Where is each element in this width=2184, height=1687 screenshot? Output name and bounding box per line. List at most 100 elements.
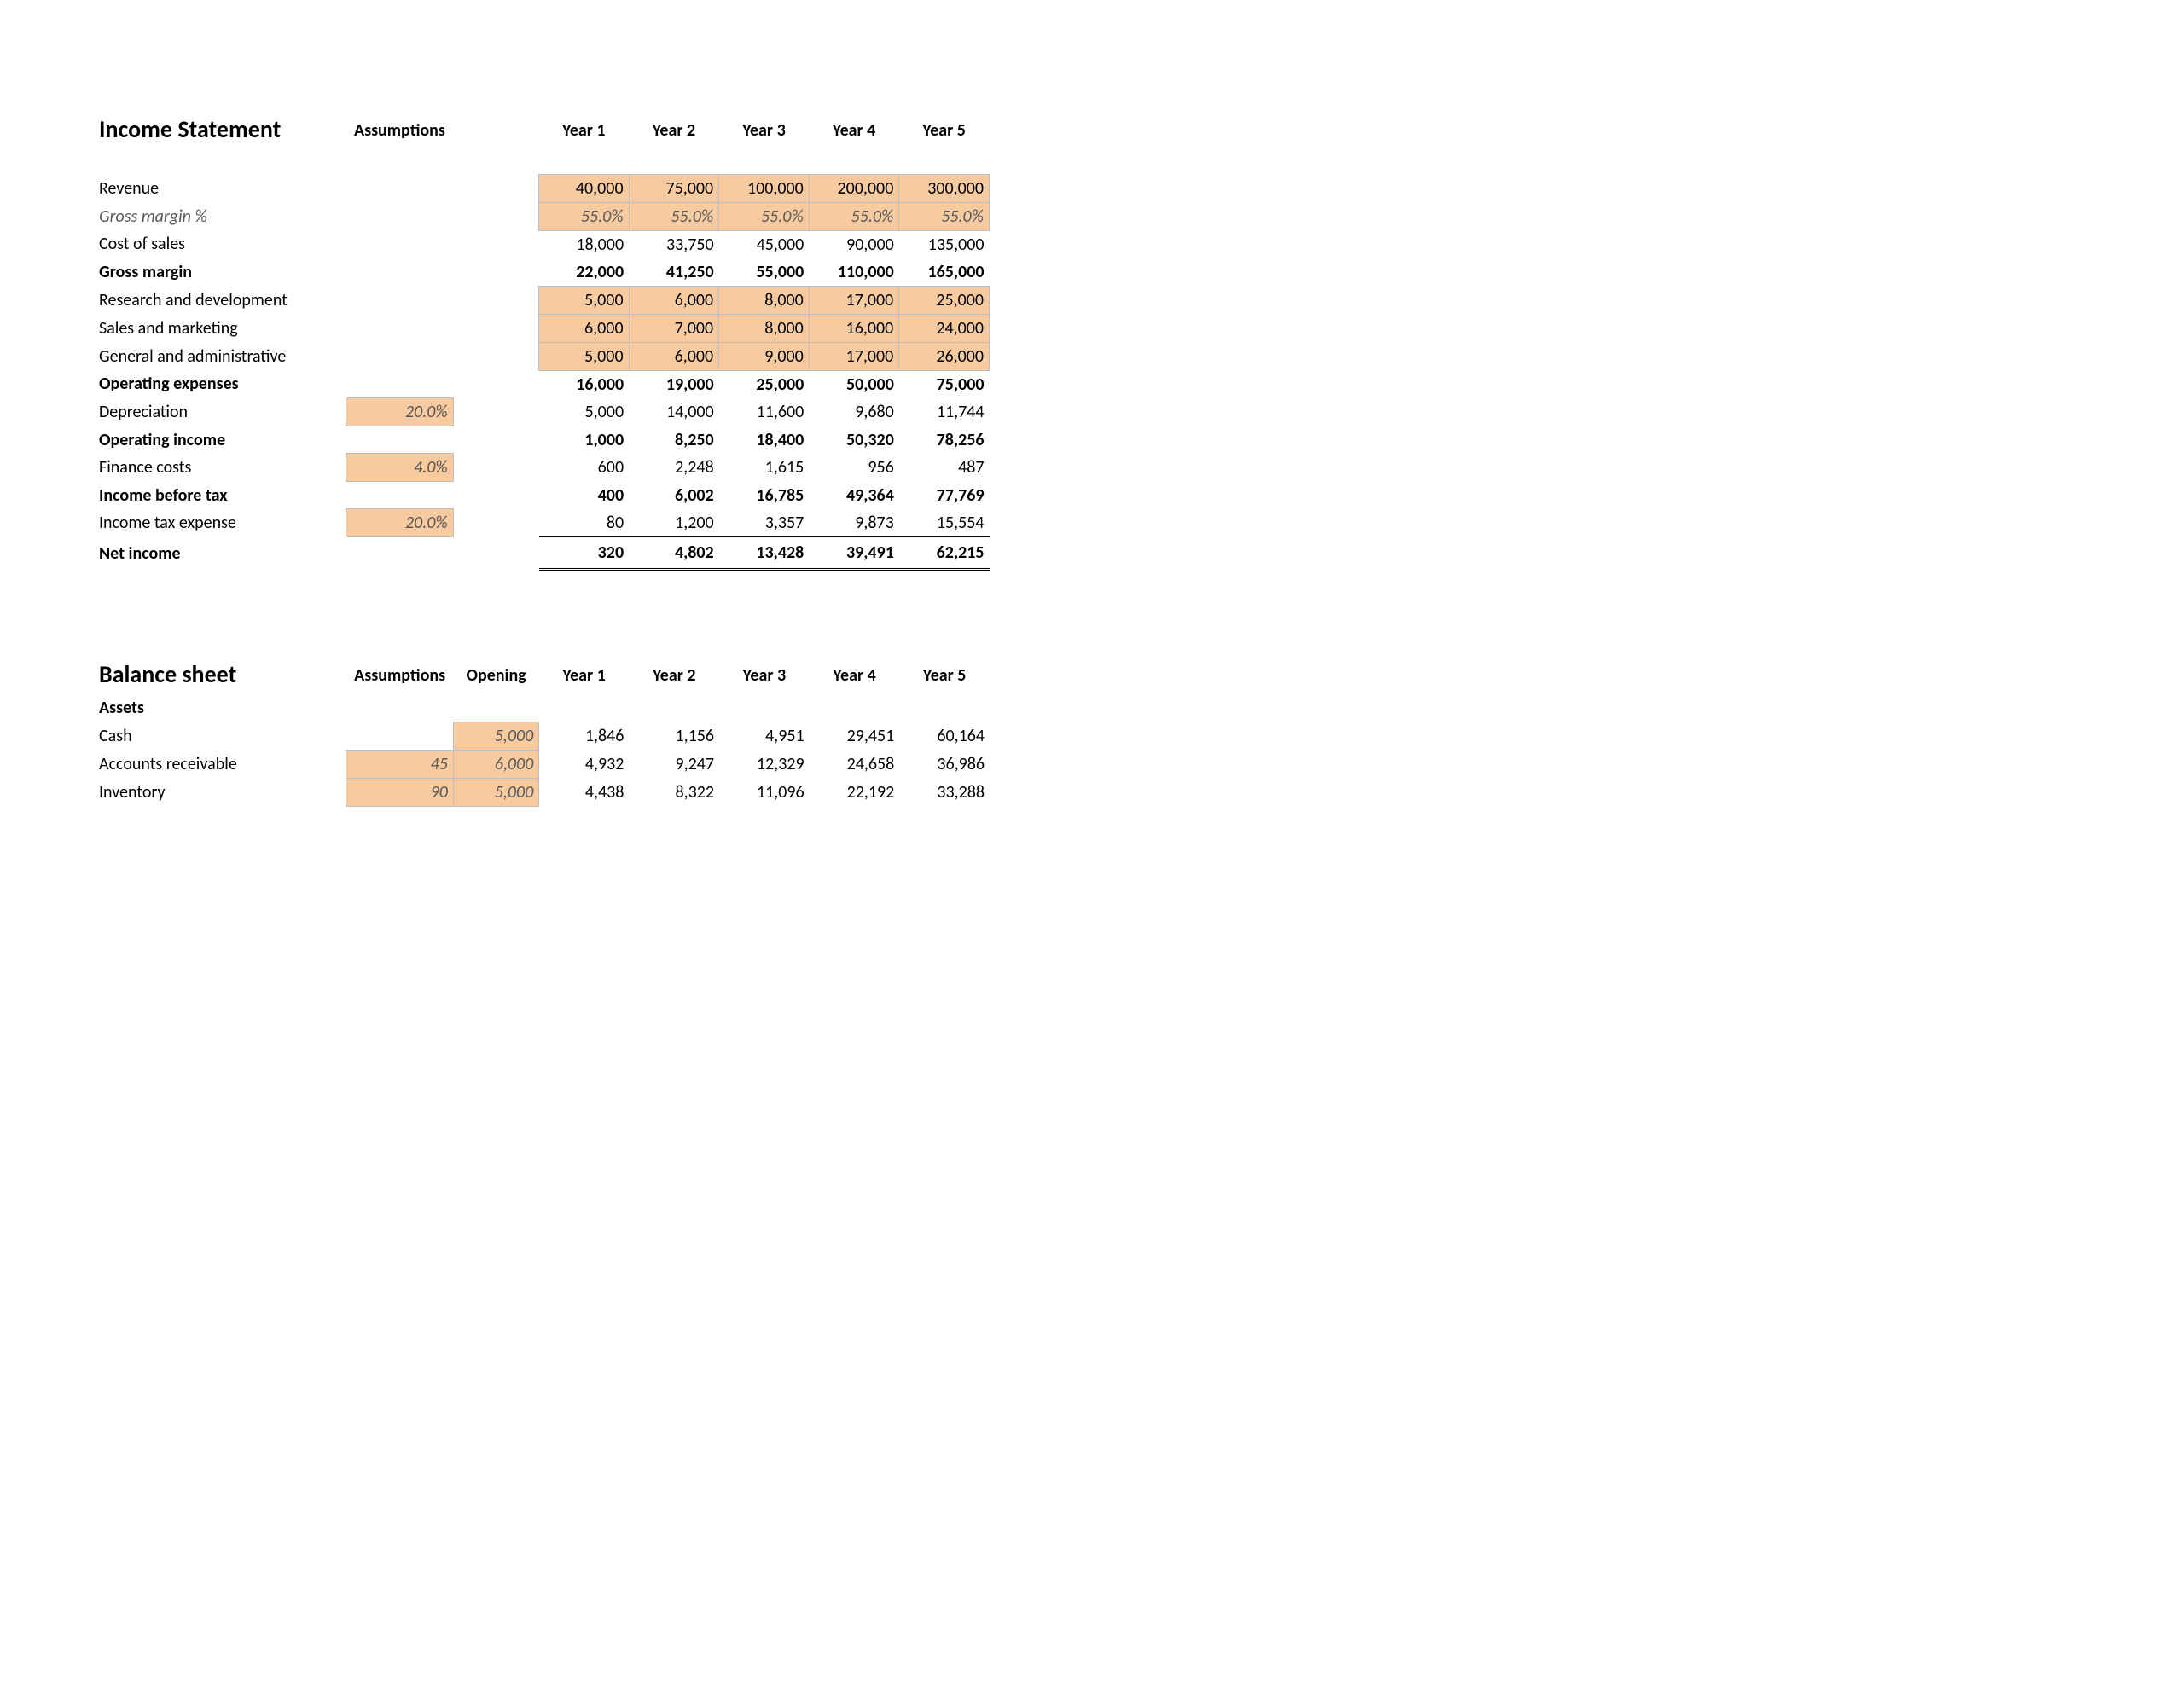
row-assumption — [346, 202, 454, 230]
row-assumption — [346, 286, 454, 314]
balance-subheader-row: Assets — [94, 694, 990, 722]
row-value: 18,000 — [539, 230, 630, 258]
row-value: 300,000 — [899, 174, 990, 202]
balance-header-opening: Opening — [453, 656, 538, 694]
income-row: Sales and marketing6,0007,0008,00016,000… — [94, 314, 990, 342]
income-row: Income before tax4006,00216,78549,36477,… — [94, 482, 990, 509]
row-value: 24,000 — [899, 314, 990, 342]
row-value: 400 — [539, 482, 630, 509]
row-value: 4,438 — [539, 778, 630, 806]
row-label: Cash — [94, 722, 346, 750]
income-row: Income tax expense20.0%801,2003,3579,873… — [94, 509, 990, 537]
row-value: 45,000 — [719, 230, 810, 258]
row-value: 4,802 — [629, 537, 719, 570]
row-value: 75,000 — [899, 370, 990, 398]
row-value: 1,156 — [629, 722, 719, 750]
row-value: 55.0% — [539, 202, 630, 230]
balance-sheet-table: Balance sheet Assumptions Opening Year 1… — [94, 656, 990, 807]
row-assumption — [346, 314, 454, 342]
row-assumption — [346, 426, 454, 454]
row-value: 320 — [539, 537, 630, 570]
row-value: 12,329 — [719, 750, 810, 778]
row-value: 50,000 — [809, 370, 899, 398]
row-value: 3,357 — [719, 509, 810, 537]
row-value: 5,000 — [539, 286, 630, 314]
row-opening-blank — [453, 314, 538, 342]
row-opening-blank — [453, 258, 538, 287]
balance-header-year4: Year 4 — [810, 656, 900, 694]
row-opening-blank — [453, 370, 538, 398]
row-assumption — [346, 370, 454, 398]
row-value: 165,000 — [899, 258, 990, 287]
row-assumption — [346, 342, 454, 370]
row-value: 1,846 — [539, 722, 630, 750]
row-value: 25,000 — [719, 370, 810, 398]
income-title: Income Statement — [94, 111, 346, 149]
row-value: 8,250 — [629, 426, 719, 454]
row-value: 8,000 — [719, 286, 810, 314]
row-value: 6,000 — [629, 286, 719, 314]
income-row: Revenue40,00075,000100,000200,000300,000 — [94, 174, 990, 202]
row-label: Income before tax — [94, 482, 346, 509]
balance-header-row: Balance sheet Assumptions Opening Year 1… — [94, 656, 990, 694]
balance-header-year2: Year 2 — [629, 656, 719, 694]
row-opening: 5,000 — [453, 778, 538, 806]
row-opening-blank — [453, 230, 538, 258]
row-value: 6,000 — [629, 342, 719, 370]
row-assumption — [346, 230, 454, 258]
income-header-row: Income Statement Assumptions Year 1 Year… — [94, 111, 990, 149]
income-row: Depreciation20.0%5,00014,00011,6009,6801… — [94, 398, 990, 426]
balance-row: Inventory905,0004,4388,32211,09622,19233… — [94, 778, 990, 806]
balance-title: Balance sheet — [94, 656, 346, 694]
row-value: 11,744 — [899, 398, 990, 426]
balance-header-year1: Year 1 — [539, 656, 630, 694]
row-value: 26,000 — [899, 342, 990, 370]
income-row: Gross margin %55.0%55.0%55.0%55.0%55.0% — [94, 202, 990, 230]
row-value: 1,200 — [629, 509, 719, 537]
income-header-year3: Year 3 — [719, 111, 810, 149]
row-value: 4,951 — [719, 722, 810, 750]
income-header-opening-blank — [453, 111, 538, 149]
income-header-year2: Year 2 — [629, 111, 719, 149]
row-value: 55.0% — [809, 202, 899, 230]
row-opening-blank — [453, 509, 538, 537]
row-opening-blank — [453, 482, 538, 509]
row-label: Gross margin — [94, 258, 346, 287]
balance-header-year5: Year 5 — [899, 656, 990, 694]
row-value: 135,000 — [899, 230, 990, 258]
row-value: 956 — [809, 454, 899, 482]
income-header-year1: Year 1 — [539, 111, 630, 149]
row-label: Accounts receivable — [94, 750, 346, 778]
row-value: 4,932 — [539, 750, 630, 778]
row-value: 9,680 — [809, 398, 899, 426]
row-assumption — [346, 537, 454, 570]
income-header-year4: Year 4 — [809, 111, 899, 149]
row-opening-blank — [453, 202, 538, 230]
row-label: General and administrative — [94, 342, 346, 370]
row-value: 17,000 — [809, 286, 899, 314]
row-value: 600 — [539, 454, 630, 482]
row-value: 55.0% — [899, 202, 990, 230]
income-row: Operating income1,0008,25018,40050,32078… — [94, 426, 990, 454]
income-row: Net income3204,80213,42839,49162,215 — [94, 537, 990, 570]
row-value: 19,000 — [629, 370, 719, 398]
income-row: Finance costs4.0%6002,2481,615956487 — [94, 454, 990, 482]
row-label: Income tax expense — [94, 509, 346, 537]
row-value: 33,750 — [629, 230, 719, 258]
row-value: 75,000 — [629, 174, 719, 202]
row-opening-blank — [453, 286, 538, 314]
row-opening-blank — [453, 342, 538, 370]
row-assumption — [346, 174, 454, 202]
row-value: 62,215 — [899, 537, 990, 570]
row-assumption: 20.0% — [346, 509, 454, 537]
row-value: 8,322 — [629, 778, 719, 806]
row-value: 110,000 — [809, 258, 899, 287]
row-value: 16,000 — [809, 314, 899, 342]
row-value: 200,000 — [809, 174, 899, 202]
row-value: 6,002 — [629, 482, 719, 509]
row-value: 1,000 — [539, 426, 630, 454]
balance-header-assumptions: Assumptions — [346, 656, 454, 694]
row-value: 78,256 — [899, 426, 990, 454]
row-value: 16,785 — [719, 482, 810, 509]
row-opening-blank — [453, 537, 538, 570]
